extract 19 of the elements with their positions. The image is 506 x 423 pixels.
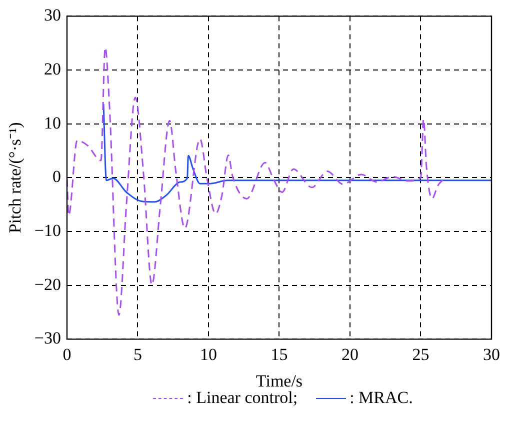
y-tick-label: −10 bbox=[34, 221, 61, 240]
y-tick-label: −30 bbox=[34, 328, 61, 348]
x-tick-label: 15 bbox=[270, 344, 288, 364]
line-series bbox=[66, 46, 444, 316]
y-tick-label: −20 bbox=[34, 274, 61, 294]
line-series bbox=[102, 103, 492, 203]
legend-label: : MRAC. bbox=[350, 388, 413, 408]
y-tick-label: 30 bbox=[44, 6, 61, 25]
y-tick-label: 20 bbox=[44, 60, 61, 78]
x-tick-label: 10 bbox=[200, 344, 217, 364]
x-tick-label: 30 bbox=[483, 344, 500, 364]
y-axis-title: Pitch rate/(°·s⁻¹) bbox=[6, 122, 25, 234]
y-tick-label: 10 bbox=[44, 113, 61, 132]
x-axis-title: Time/s bbox=[256, 371, 303, 390]
y-tick-label: 0 bbox=[52, 167, 61, 186]
x-tick-label: 25 bbox=[412, 344, 430, 364]
x-tick-label: 5 bbox=[133, 344, 142, 364]
legend-label: : Linear control; bbox=[187, 388, 298, 408]
x-tick-label: 20 bbox=[341, 344, 358, 364]
